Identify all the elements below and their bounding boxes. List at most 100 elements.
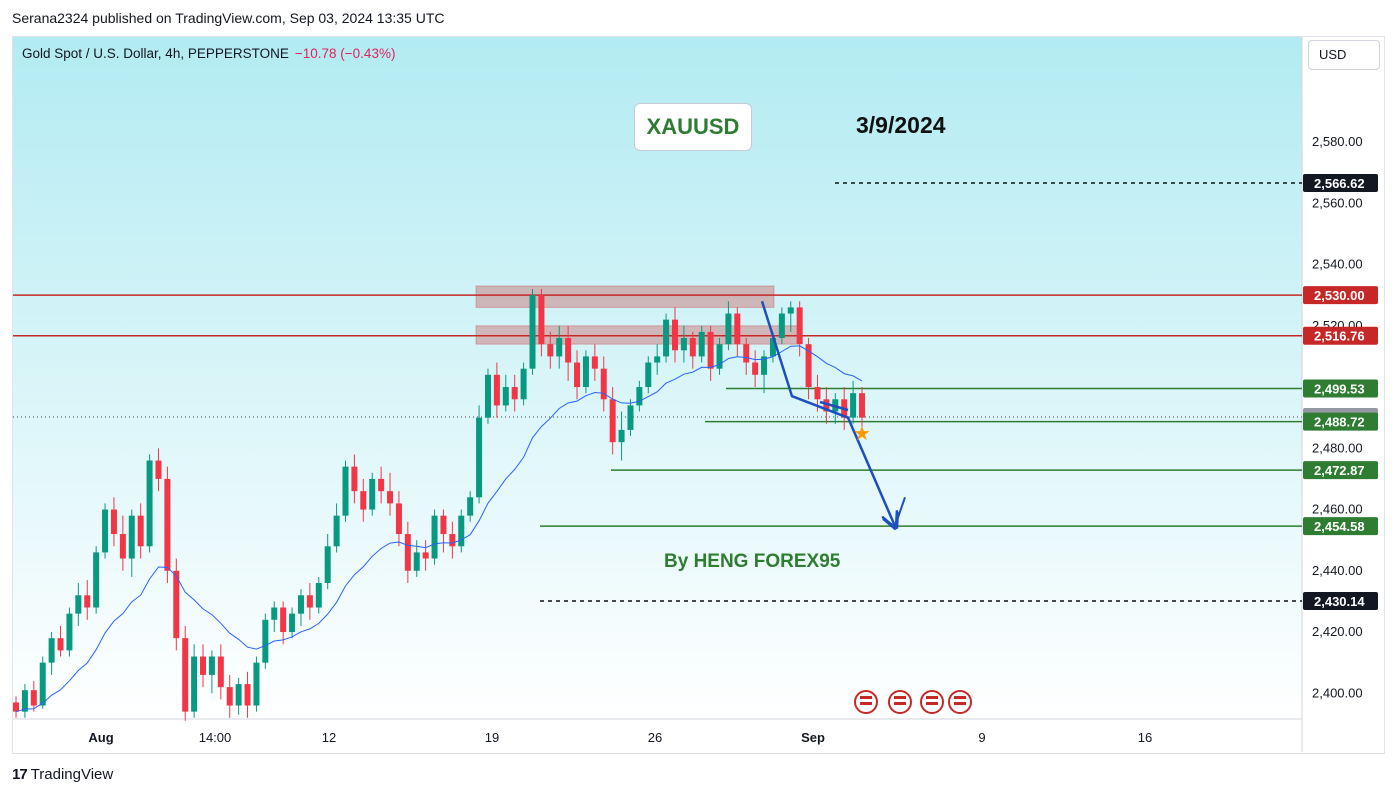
price-label: 2,566.62 bbox=[1303, 174, 1378, 193]
candle bbox=[449, 521, 456, 559]
candle bbox=[645, 356, 652, 394]
candle bbox=[502, 374, 509, 412]
candle-body bbox=[814, 387, 821, 400]
candle bbox=[680, 325, 687, 363]
price-label: 2,472.87 bbox=[1303, 461, 1378, 480]
symbol-change: −10.78 (−0.43%) bbox=[294, 46, 396, 61]
candle bbox=[609, 387, 616, 455]
candle bbox=[591, 344, 598, 381]
candle bbox=[582, 350, 589, 394]
candle-body bbox=[778, 313, 785, 339]
candle bbox=[262, 613, 269, 669]
candle bbox=[226, 674, 233, 718]
price-label-box bbox=[1303, 286, 1378, 305]
tradingview-brand[interactable]: 17 TradingView bbox=[12, 766, 113, 783]
candle-body bbox=[556, 338, 563, 357]
x-tick-label: 26 bbox=[648, 730, 662, 745]
candle bbox=[529, 289, 536, 375]
candle-body bbox=[431, 515, 438, 559]
candle-body bbox=[262, 619, 269, 663]
candle bbox=[761, 350, 768, 394]
price-label: 2,530.00 bbox=[1303, 286, 1378, 305]
y-tick-label: 2,420.00 bbox=[1312, 624, 1363, 639]
candle bbox=[164, 466, 171, 584]
candle bbox=[173, 558, 180, 651]
candle bbox=[306, 583, 313, 620]
candle-body bbox=[315, 583, 322, 608]
candle-body bbox=[600, 368, 607, 400]
ticker-box: XAUUSD bbox=[634, 103, 752, 151]
candle-body bbox=[538, 295, 545, 345]
price-label-text: 2,566.62 bbox=[1314, 176, 1365, 191]
candle-body bbox=[850, 393, 857, 418]
candle bbox=[850, 380, 857, 424]
candle bbox=[671, 307, 678, 363]
event-flag-stripe bbox=[954, 702, 966, 705]
y-tick-label: 2,480.00 bbox=[1312, 440, 1363, 455]
event-flag-stripe bbox=[926, 696, 938, 699]
x-tick-label: Sep bbox=[801, 730, 825, 745]
candle bbox=[110, 497, 117, 547]
candle bbox=[725, 301, 732, 351]
candle-body bbox=[743, 344, 750, 363]
candle bbox=[422, 540, 429, 571]
candle-body bbox=[796, 307, 803, 345]
candle-body bbox=[155, 460, 162, 479]
currency-selector[interactable]: USD bbox=[1308, 40, 1380, 70]
price-label-box bbox=[1303, 326, 1378, 345]
price-label: 2,499.53 bbox=[1303, 379, 1378, 398]
price-label-text: 2,499.53 bbox=[1314, 381, 1365, 396]
candle-body bbox=[164, 478, 171, 571]
candle-body bbox=[378, 478, 385, 492]
candle-body bbox=[395, 503, 402, 535]
candle bbox=[752, 350, 759, 388]
candle bbox=[271, 601, 278, 633]
candle-body bbox=[235, 684, 242, 706]
candle bbox=[431, 509, 438, 565]
candle-body bbox=[582, 356, 589, 388]
candle bbox=[128, 509, 135, 577]
candle bbox=[440, 509, 447, 553]
candle-body bbox=[102, 509, 109, 553]
candle-body bbox=[306, 595, 313, 608]
candle-body bbox=[476, 417, 483, 498]
candle-body bbox=[769, 338, 776, 357]
candle-body bbox=[253, 662, 260, 706]
candle-body bbox=[520, 368, 527, 400]
y-tick-label: 2,580.00 bbox=[1312, 134, 1363, 149]
candle-body bbox=[369, 478, 376, 510]
candle-body bbox=[725, 313, 732, 345]
candle-body bbox=[110, 509, 117, 535]
candle bbox=[520, 362, 527, 406]
y-tick-label: 2,560.00 bbox=[1312, 195, 1363, 210]
candle-body bbox=[217, 656, 224, 688]
price-label-text: 2,488.72 bbox=[1314, 415, 1365, 430]
candle bbox=[698, 325, 705, 363]
candle-body bbox=[182, 638, 189, 712]
candle bbox=[66, 607, 73, 657]
candle bbox=[689, 331, 696, 369]
candle-body bbox=[591, 356, 598, 369]
candle-body bbox=[413, 552, 420, 571]
candle-body bbox=[645, 362, 652, 388]
candle bbox=[796, 301, 803, 357]
candle bbox=[75, 583, 82, 626]
event-flag-stripe bbox=[954, 696, 966, 699]
candle bbox=[476, 405, 483, 504]
event-flag-stripe bbox=[860, 702, 872, 705]
candle-body bbox=[360, 491, 367, 510]
candle bbox=[280, 601, 287, 645]
candle bbox=[823, 387, 830, 424]
candle bbox=[324, 534, 331, 590]
candle-body bbox=[146, 460, 153, 547]
candle bbox=[39, 656, 46, 709]
candle bbox=[395, 491, 402, 547]
candle bbox=[859, 387, 865, 430]
candle bbox=[289, 607, 296, 639]
candle-body bbox=[191, 656, 198, 712]
candle bbox=[654, 344, 661, 375]
candle bbox=[707, 325, 714, 381]
candle bbox=[538, 289, 545, 357]
candle bbox=[547, 331, 554, 369]
candle bbox=[618, 411, 625, 461]
